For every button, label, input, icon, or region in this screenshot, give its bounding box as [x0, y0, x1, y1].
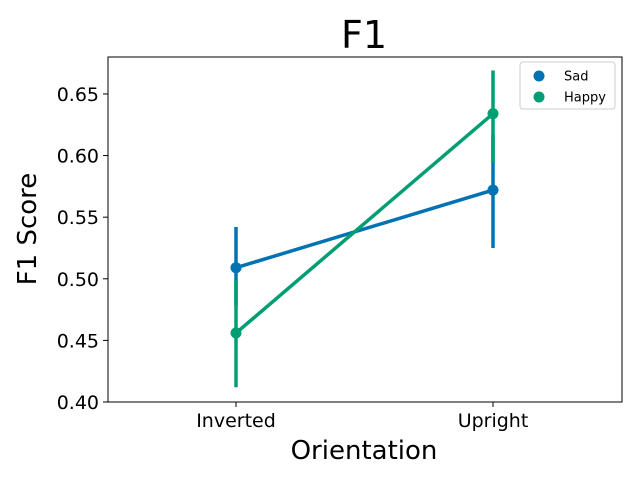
data-point: [487, 184, 499, 196]
series-happy: [230, 70, 499, 388]
chart-title: F1: [341, 13, 387, 57]
y-tick-label: 0.45: [57, 330, 99, 352]
legend-label-happy: Happy: [564, 91, 606, 106]
legend-marker-happy: [533, 91, 545, 103]
series-layer: [230, 70, 499, 388]
y-tick-label: 0.40: [57, 392, 99, 414]
legend: Sad Happy: [519, 61, 616, 110]
y-axis: 0.40 0.45 0.50 0.55 0.60 0.65: [57, 84, 108, 414]
series-line: [235, 188, 494, 270]
data-point: [230, 327, 242, 339]
y-tick-label: 0.55: [57, 207, 99, 229]
data-point: [230, 262, 242, 274]
x-tick-label: Inverted: [196, 410, 276, 432]
series-sad: [230, 134, 499, 306]
series-line: [234, 112, 495, 335]
y-tick-label: 0.60: [57, 146, 99, 168]
plot-frame: [107, 56, 623, 403]
plot-area: [107, 56, 623, 403]
x-axis: Inverted Upright: [196, 402, 528, 432]
y-axis-label: F1 Score: [13, 173, 43, 286]
data-point: [487, 108, 499, 120]
y-tick-label: 0.50: [57, 269, 99, 291]
x-tick-label: Upright: [458, 410, 529, 432]
x-axis-label: Orientation: [291, 436, 438, 466]
legend-marker-sad: [533, 70, 545, 82]
legend-label-sad: Sad: [564, 70, 588, 85]
y-tick-label: 0.65: [57, 84, 99, 106]
